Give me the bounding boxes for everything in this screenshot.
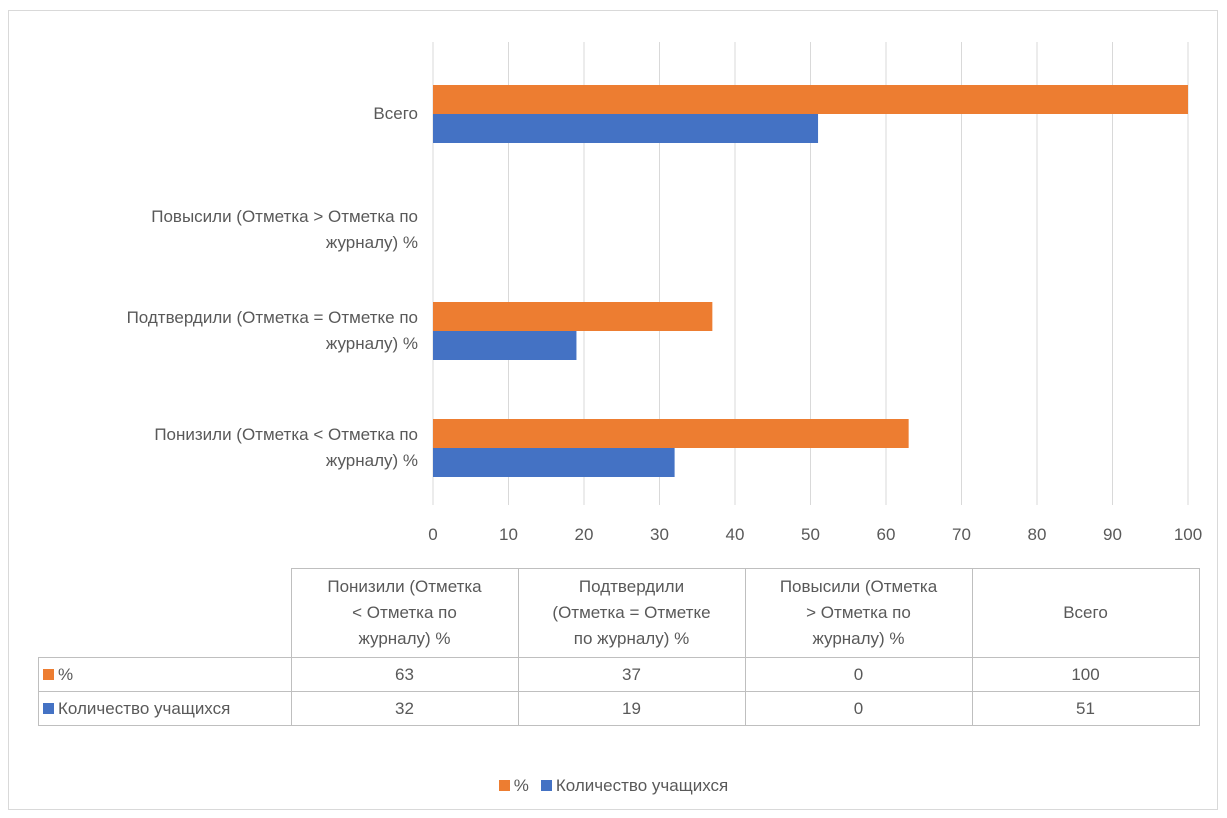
legend-label: Количество учащихся [556,776,728,795]
data-table: Понизили (Отметка < Отметка по журналу) % П… [38,568,1200,726]
table-cell: 51 [972,692,1199,726]
table-cell: 100 [972,658,1199,692]
table-cell: 37 [518,658,745,692]
table-corner [39,569,292,658]
table-cell: 0 [745,692,972,726]
bar-count [433,331,576,360]
legend-entry: Количество учащихся [541,776,728,796]
x-tick-label: 0 [428,525,437,545]
table-cell: 19 [518,692,745,726]
x-tick-label: 90 [1103,525,1122,545]
x-tick-label: 20 [575,525,594,545]
legend-swatch [541,780,552,791]
x-tick-label: 60 [877,525,896,545]
bar-percent [433,302,712,331]
legend-swatch [43,669,54,680]
table-cell: 63 [291,658,518,692]
category-label: Подтвердили (Отметка = Отметке по журналу… [18,305,418,357]
legend-swatch [43,703,54,714]
category-label: Повысили (Отметка > Отметка по журналу) % [18,204,418,256]
x-tick-label: 40 [726,525,745,545]
bar-count [433,114,818,143]
table-row-label: Количество учащихся [39,692,292,726]
legend: % Количество учащихся [0,776,1227,796]
table-header-cell: Понизили (Отметка < Отметка по журналу) % [291,569,518,658]
x-tick-label: 70 [952,525,971,545]
bar-percent [433,419,909,448]
table-header-cell: Подтвердили (Отметка = Отметке по журналу)… [518,569,745,658]
table-header-cell: Повысили (Отметка > Отметка по журналу) % [745,569,972,658]
x-tick-label: 10 [499,525,518,545]
table-row: % 63 37 0 100 [39,658,1200,692]
category-label: Понизили (Отметка < Отметка по журналу) % [18,422,418,474]
table-cell: 32 [291,692,518,726]
x-tick-label: 80 [1028,525,1047,545]
bar-count [433,448,675,477]
legend-entry: % [499,776,529,796]
x-tick-label: 50 [801,525,820,545]
table-header-row: Понизили (Отметка < Отметка по журналу) % П… [39,569,1200,658]
bar-percent [433,85,1188,114]
x-tick-label: 30 [650,525,669,545]
x-tick-label: 100 [1174,525,1202,545]
category-label: Всего [18,101,418,127]
table-row-label: % [39,658,292,692]
table-row: Количество учащихся 32 19 0 51 [39,692,1200,726]
table-cell: 0 [745,658,972,692]
legend-label: % [514,776,529,795]
legend-swatch [499,780,510,791]
table-header-cell: Всего [972,569,1199,658]
